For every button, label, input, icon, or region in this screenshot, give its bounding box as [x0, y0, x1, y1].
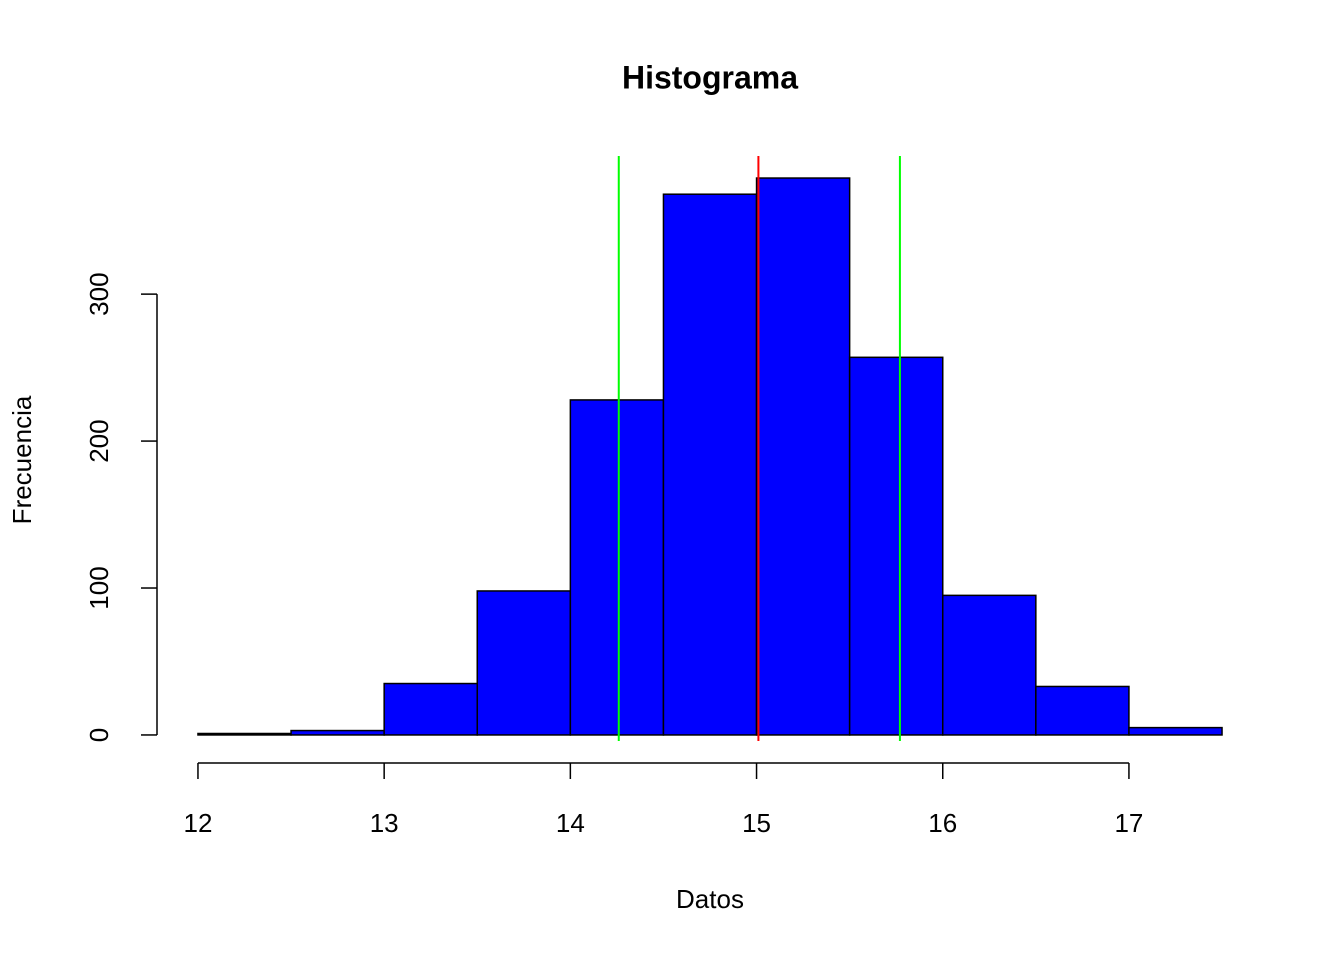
x-tick-label: 14: [556, 808, 585, 838]
bar: [197, 732, 292, 736]
bar: [569, 399, 665, 736]
bar: [941, 594, 1037, 736]
bar: [1035, 685, 1130, 736]
x-axis-title: Datos: [676, 884, 744, 914]
y-tick-label: 200: [84, 419, 114, 462]
bar: [1128, 726, 1223, 736]
x-tick-label: 17: [1114, 808, 1143, 838]
bar: [383, 682, 479, 736]
x-tick-label: 13: [370, 808, 399, 838]
bar: [848, 356, 944, 736]
x-tick-label: 16: [928, 808, 957, 838]
x-tick-label: 15: [742, 808, 771, 838]
y-tick-label: 0: [84, 728, 114, 742]
bar: [755, 177, 851, 736]
bar: [290, 729, 385, 736]
bar: [662, 193, 758, 736]
y-tick-label: 300: [84, 272, 114, 315]
x-tick-label: 12: [184, 808, 213, 838]
y-axis-title: Frecuencia: [7, 395, 37, 524]
chart-title: Histograma: [622, 59, 798, 95]
y-tick-label: 100: [84, 566, 114, 609]
bar: [476, 590, 572, 736]
